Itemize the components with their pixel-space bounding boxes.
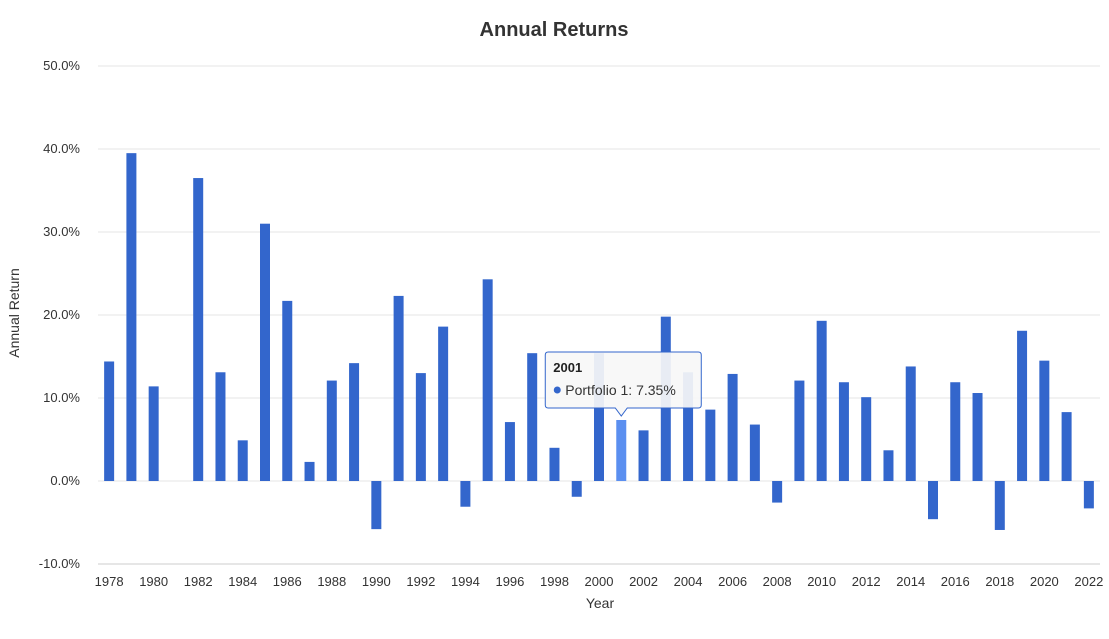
bar-1991[interactable] xyxy=(393,295,404,481)
bar-1996[interactable] xyxy=(504,422,515,481)
bar-1993[interactable] xyxy=(438,326,449,481)
bar-2004[interactable] xyxy=(683,372,694,481)
bar-2016[interactable] xyxy=(950,382,961,481)
x-tick-label: 2010 xyxy=(807,574,836,589)
bar-2017[interactable] xyxy=(972,393,983,481)
x-tick-label: 2014 xyxy=(896,574,925,589)
x-tick-label: 2022 xyxy=(1074,574,1103,589)
y-tick-label: 20.0% xyxy=(43,307,80,322)
x-tick-label: 2018 xyxy=(985,574,1014,589)
x-tick-label: 1992 xyxy=(406,574,435,589)
bar-1992[interactable] xyxy=(415,373,426,481)
bar-2012[interactable] xyxy=(861,397,872,481)
tooltip: 2001 Portfolio 1: 7.35% xyxy=(544,351,702,417)
x-tick-label: 1986 xyxy=(273,574,302,589)
gridlines xyxy=(98,65,1100,565)
tooltip-title: 2001 xyxy=(553,360,582,375)
bar-2011[interactable] xyxy=(838,382,849,481)
x-tick-label: 2000 xyxy=(585,574,614,589)
bar-2018[interactable] xyxy=(994,481,1005,530)
tooltip-box xyxy=(544,351,702,417)
bar-2021[interactable] xyxy=(1061,412,1072,481)
x-tick-label: 2002 xyxy=(629,574,658,589)
x-axis-ticks: 1978 1980 1982 1984 1986 1988 1990 1992 1994 1996… xyxy=(95,574,1104,589)
bar-1999[interactable] xyxy=(571,481,582,497)
bar-1997[interactable] xyxy=(527,353,538,481)
bar-2010[interactable] xyxy=(816,320,827,481)
bar-1986[interactable] xyxy=(282,300,293,481)
y-axis-title: Annual Return xyxy=(6,268,22,358)
y-tick-label: 50.0% xyxy=(43,58,80,73)
y-tick-label: 10.0% xyxy=(43,390,80,405)
x-axis-title: Year xyxy=(586,595,615,611)
x-tick-label: 2016 xyxy=(941,574,970,589)
x-tick-label: 1982 xyxy=(184,574,213,589)
bar-2005[interactable] xyxy=(705,409,716,481)
bar-1988[interactable] xyxy=(326,380,337,481)
x-tick-label: 1980 xyxy=(139,574,168,589)
bar-2002[interactable] xyxy=(638,430,649,481)
bar-1978[interactable] xyxy=(104,361,115,481)
bar-1980[interactable] xyxy=(148,386,159,481)
bar-2009[interactable] xyxy=(794,380,805,481)
x-tick-label: 2012 xyxy=(852,574,881,589)
bar-1989[interactable] xyxy=(349,363,360,481)
tooltip-value: Portfolio 1: 7.35% xyxy=(565,382,676,398)
x-tick-label: 1996 xyxy=(495,574,524,589)
bar-2020[interactable] xyxy=(1039,360,1050,481)
bar-1983[interactable] xyxy=(215,372,226,481)
y-tick-label: 0.0% xyxy=(50,473,80,488)
bar-2008[interactable] xyxy=(772,481,783,503)
bar-1990[interactable] xyxy=(371,481,382,530)
bars xyxy=(104,153,1094,530)
bar-1998[interactable] xyxy=(549,447,560,481)
bar-1982[interactable] xyxy=(193,178,204,482)
bar-2006[interactable] xyxy=(727,373,738,481)
x-tick-label: 1994 xyxy=(451,574,480,589)
x-tick-label: 1978 xyxy=(95,574,124,589)
y-tick-label: 40.0% xyxy=(43,141,80,156)
bar-1995[interactable] xyxy=(482,279,493,481)
x-tick-label: 2020 xyxy=(1030,574,1059,589)
bar-1994[interactable] xyxy=(460,481,471,507)
x-tick-label: 1984 xyxy=(228,574,257,589)
tooltip-series-dot xyxy=(553,386,561,394)
bar-2001[interactable] xyxy=(616,419,627,481)
bar-2014[interactable] xyxy=(905,366,916,481)
x-tick-label: 1988 xyxy=(317,574,346,589)
x-tick-label: 2006 xyxy=(718,574,747,589)
y-tick-label: 30.0% xyxy=(43,224,80,239)
bar-2007[interactable] xyxy=(749,424,760,481)
x-tick-label: 1990 xyxy=(362,574,391,589)
bar-2013[interactable] xyxy=(883,450,894,481)
bar-1979[interactable] xyxy=(126,153,137,481)
bar-2019[interactable] xyxy=(1017,330,1028,481)
y-tick-label: -10.0% xyxy=(39,556,81,571)
bar-1987[interactable] xyxy=(304,461,315,481)
x-tick-label: 2004 xyxy=(674,574,703,589)
bar-1984[interactable] xyxy=(237,440,248,481)
bar-1985[interactable] xyxy=(260,223,270,481)
chart-title: Annual Returns xyxy=(480,19,629,41)
y-axis-ticks: -10.0% 0.0% 10.0% 20.0% 30.0% 40.0% 50.0% xyxy=(39,58,81,571)
bar-2000[interactable] xyxy=(594,353,604,481)
x-tick-label: 2008 xyxy=(763,574,792,589)
x-tick-label: 1998 xyxy=(540,574,569,589)
bar-2015[interactable] xyxy=(928,481,938,520)
bar-2022[interactable] xyxy=(1083,481,1094,509)
